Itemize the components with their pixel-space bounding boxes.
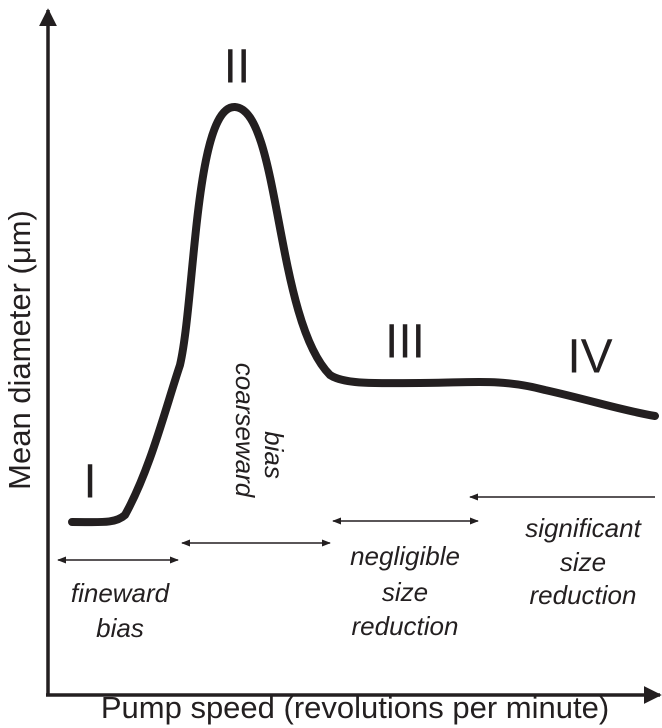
region-label: I (83, 456, 96, 509)
region-label: IV (567, 331, 612, 384)
curve (68, 102, 659, 527)
region-label: III (385, 316, 425, 369)
annotation: reduction (530, 580, 637, 610)
annotation: reduction (352, 611, 459, 641)
annotation: bias (259, 431, 289, 479)
annotation: size (382, 577, 428, 607)
y-axis-title: Mean diameter (μm) (2, 210, 37, 490)
x-axis-title: Pump speed (revolutions per minute) (101, 690, 609, 725)
annotation: negligible (350, 541, 460, 571)
annotation: fineward (71, 578, 171, 608)
region-label: II (224, 41, 251, 94)
annotation: size (560, 547, 606, 577)
annotation: bias (96, 613, 144, 643)
annotation: significant (525, 513, 642, 543)
annotation: coarseward (230, 363, 260, 499)
